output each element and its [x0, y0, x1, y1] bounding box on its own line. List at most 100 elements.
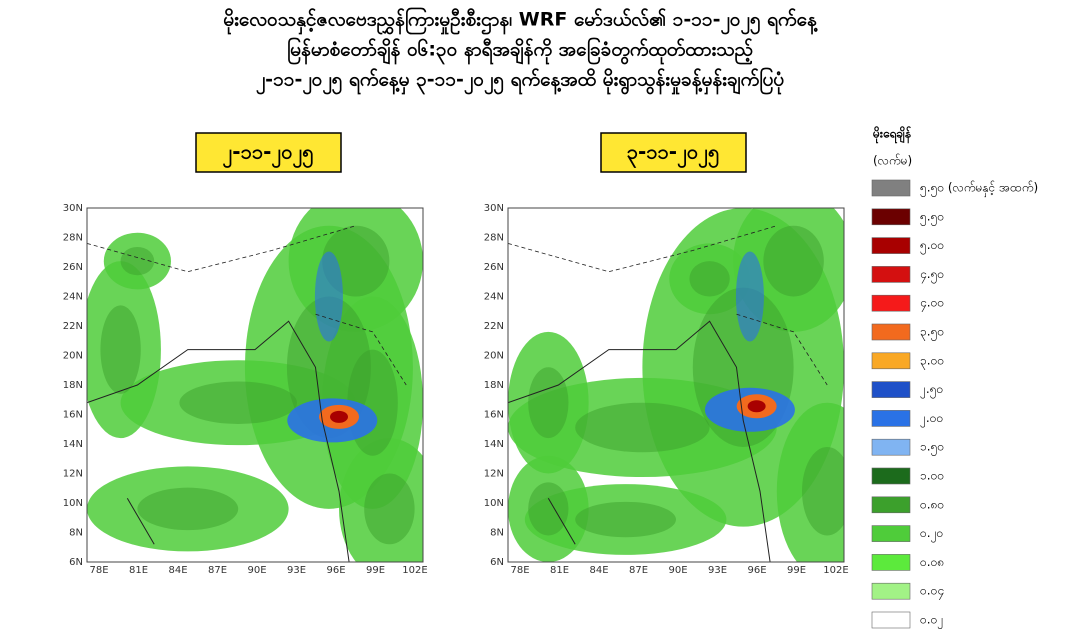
lon-label: 81E — [550, 565, 569, 576]
lon-label: 84E — [168, 565, 187, 576]
lat-label: 26N — [484, 262, 504, 273]
legend-label: ၀.၀၄ — [920, 584, 944, 601]
lat-label: 28N — [63, 233, 83, 244]
rain-area — [689, 261, 730, 297]
lat-label: 30N — [484, 203, 504, 214]
heavy-rain — [747, 400, 766, 413]
lon-label: 87E — [208, 565, 227, 576]
lat-label: 10N — [63, 498, 83, 509]
rain-area — [528, 482, 569, 536]
lat-label: 8N — [69, 528, 83, 539]
map-panel: ၃-၁၁-၂၀၂၅30N28N26N24N22N20N18N16N14N12N1… — [484, 132, 849, 576]
lon-label: 96E — [747, 565, 766, 576]
lon-label: 102E — [402, 565, 427, 576]
rain-area — [364, 473, 415, 545]
lon-label: 90E — [668, 565, 687, 576]
coastline — [508, 320, 771, 562]
rain-area — [120, 246, 155, 276]
lat-label: 8N — [490, 528, 504, 539]
legend-swatch — [871, 582, 911, 600]
legend-swatch — [871, 323, 911, 341]
legend-unit: (လက်မ) — [873, 153, 912, 168]
rain-area — [575, 501, 676, 538]
date-box — [195, 132, 342, 173]
lon-label: 102E — [823, 565, 848, 576]
heavy-rain — [330, 410, 348, 423]
legend-swatch — [871, 294, 911, 312]
title-line: မြန်မာစံတော်ချိန် ၀၆:၃၀ နာရီအချိန်ကို အခ… — [287, 36, 753, 66]
lat-label: 12N — [484, 469, 504, 480]
map-frame — [507, 207, 845, 563]
legend-label: ၅.၅၀ (လက်မနှင့် အထက်) — [920, 180, 1038, 198]
legend-label: ၃.၅၀ — [920, 325, 944, 342]
rain-area — [575, 402, 710, 453]
legend-label: ၄.၀၀ — [920, 296, 944, 313]
lat-label: 30N — [63, 203, 83, 214]
title-line: မိုးလေဝသနှင့်ဇလဗေဒညွှန်ကြားမှုဦးစီးဌာန၊ … — [223, 6, 818, 36]
rain-area — [528, 367, 569, 439]
lat-label: 6N — [490, 557, 504, 568]
legend-label: ၃.၀၀ — [920, 353, 944, 370]
legend-swatch — [871, 266, 911, 283]
date-box — [600, 132, 747, 173]
rain-area — [137, 487, 239, 531]
lon-label: 78E — [89, 565, 108, 576]
legend-swatch — [871, 554, 911, 571]
legend-title: မိုးရေချိန် — [872, 125, 912, 145]
lat-label: 26N — [63, 262, 83, 273]
rainfall-field — [508, 208, 844, 562]
lat-label: 24N — [63, 292, 83, 303]
lat-label: 22N — [484, 321, 504, 332]
lat-label: 22N — [63, 321, 83, 332]
title-line: ၂-၁၁-၂၀၂၅ ရက်နေ့မှ ၃-၁၁-၂၀၂၅ ရက်နေ့အထိ မ… — [256, 66, 784, 96]
border — [508, 225, 828, 386]
rain-area — [802, 446, 844, 536]
rain-area — [179, 381, 297, 424]
lon-label: 99E — [787, 565, 806, 576]
legend-label: ၀.၂၀ — [920, 526, 943, 543]
lon-label: 78E — [510, 565, 529, 576]
lat-label: 20N — [63, 351, 83, 362]
rain-area — [100, 305, 141, 394]
legend-swatch — [871, 467, 911, 485]
heavy-rain — [735, 251, 764, 342]
legend-label: ၀.၈၀ — [920, 497, 944, 511]
legend-label: ၅.၅၀ — [920, 209, 944, 226]
legend-swatch — [871, 496, 911, 514]
legend-label: ၁.၀၀ — [920, 469, 944, 483]
lat-label: 28N — [484, 233, 504, 244]
border — [87, 225, 407, 386]
legend-label: ၀.၀၈ — [920, 555, 944, 569]
lon-label: 93E — [708, 565, 727, 576]
lat-label: 12N — [63, 469, 83, 480]
legend-label: ၀.၀၂ — [920, 613, 943, 630]
rainfall-field — [87, 208, 423, 562]
legend-label: ၂.၅၀ — [920, 382, 943, 399]
lat-label: 20N — [484, 351, 504, 362]
coastline — [87, 320, 350, 562]
legend-swatch — [871, 237, 911, 254]
heavy-rain — [314, 251, 343, 342]
lat-label: 16N — [484, 410, 504, 421]
legend-swatch — [871, 381, 911, 398]
lat-label: 18N — [63, 380, 83, 391]
lon-label: 84E — [589, 565, 608, 576]
lat-label: 16N — [63, 410, 83, 421]
lon-label: 93E — [287, 565, 306, 576]
legend-swatch — [871, 611, 911, 629]
lat-label: 14N — [484, 439, 504, 450]
legend-swatch — [871, 179, 911, 197]
lon-label: 90E — [247, 565, 266, 576]
legend-swatch — [871, 410, 911, 427]
rain-area — [763, 225, 824, 297]
legend-swatch — [871, 352, 911, 370]
lat-label: 14N — [63, 439, 83, 450]
map-frame — [86, 207, 424, 563]
lon-label: 96E — [326, 565, 345, 576]
legend-swatch — [871, 525, 911, 542]
lon-label: 99E — [366, 565, 385, 576]
lon-label: 87E — [629, 565, 648, 576]
legend-swatch — [871, 438, 911, 456]
lat-label: 6N — [69, 557, 83, 568]
